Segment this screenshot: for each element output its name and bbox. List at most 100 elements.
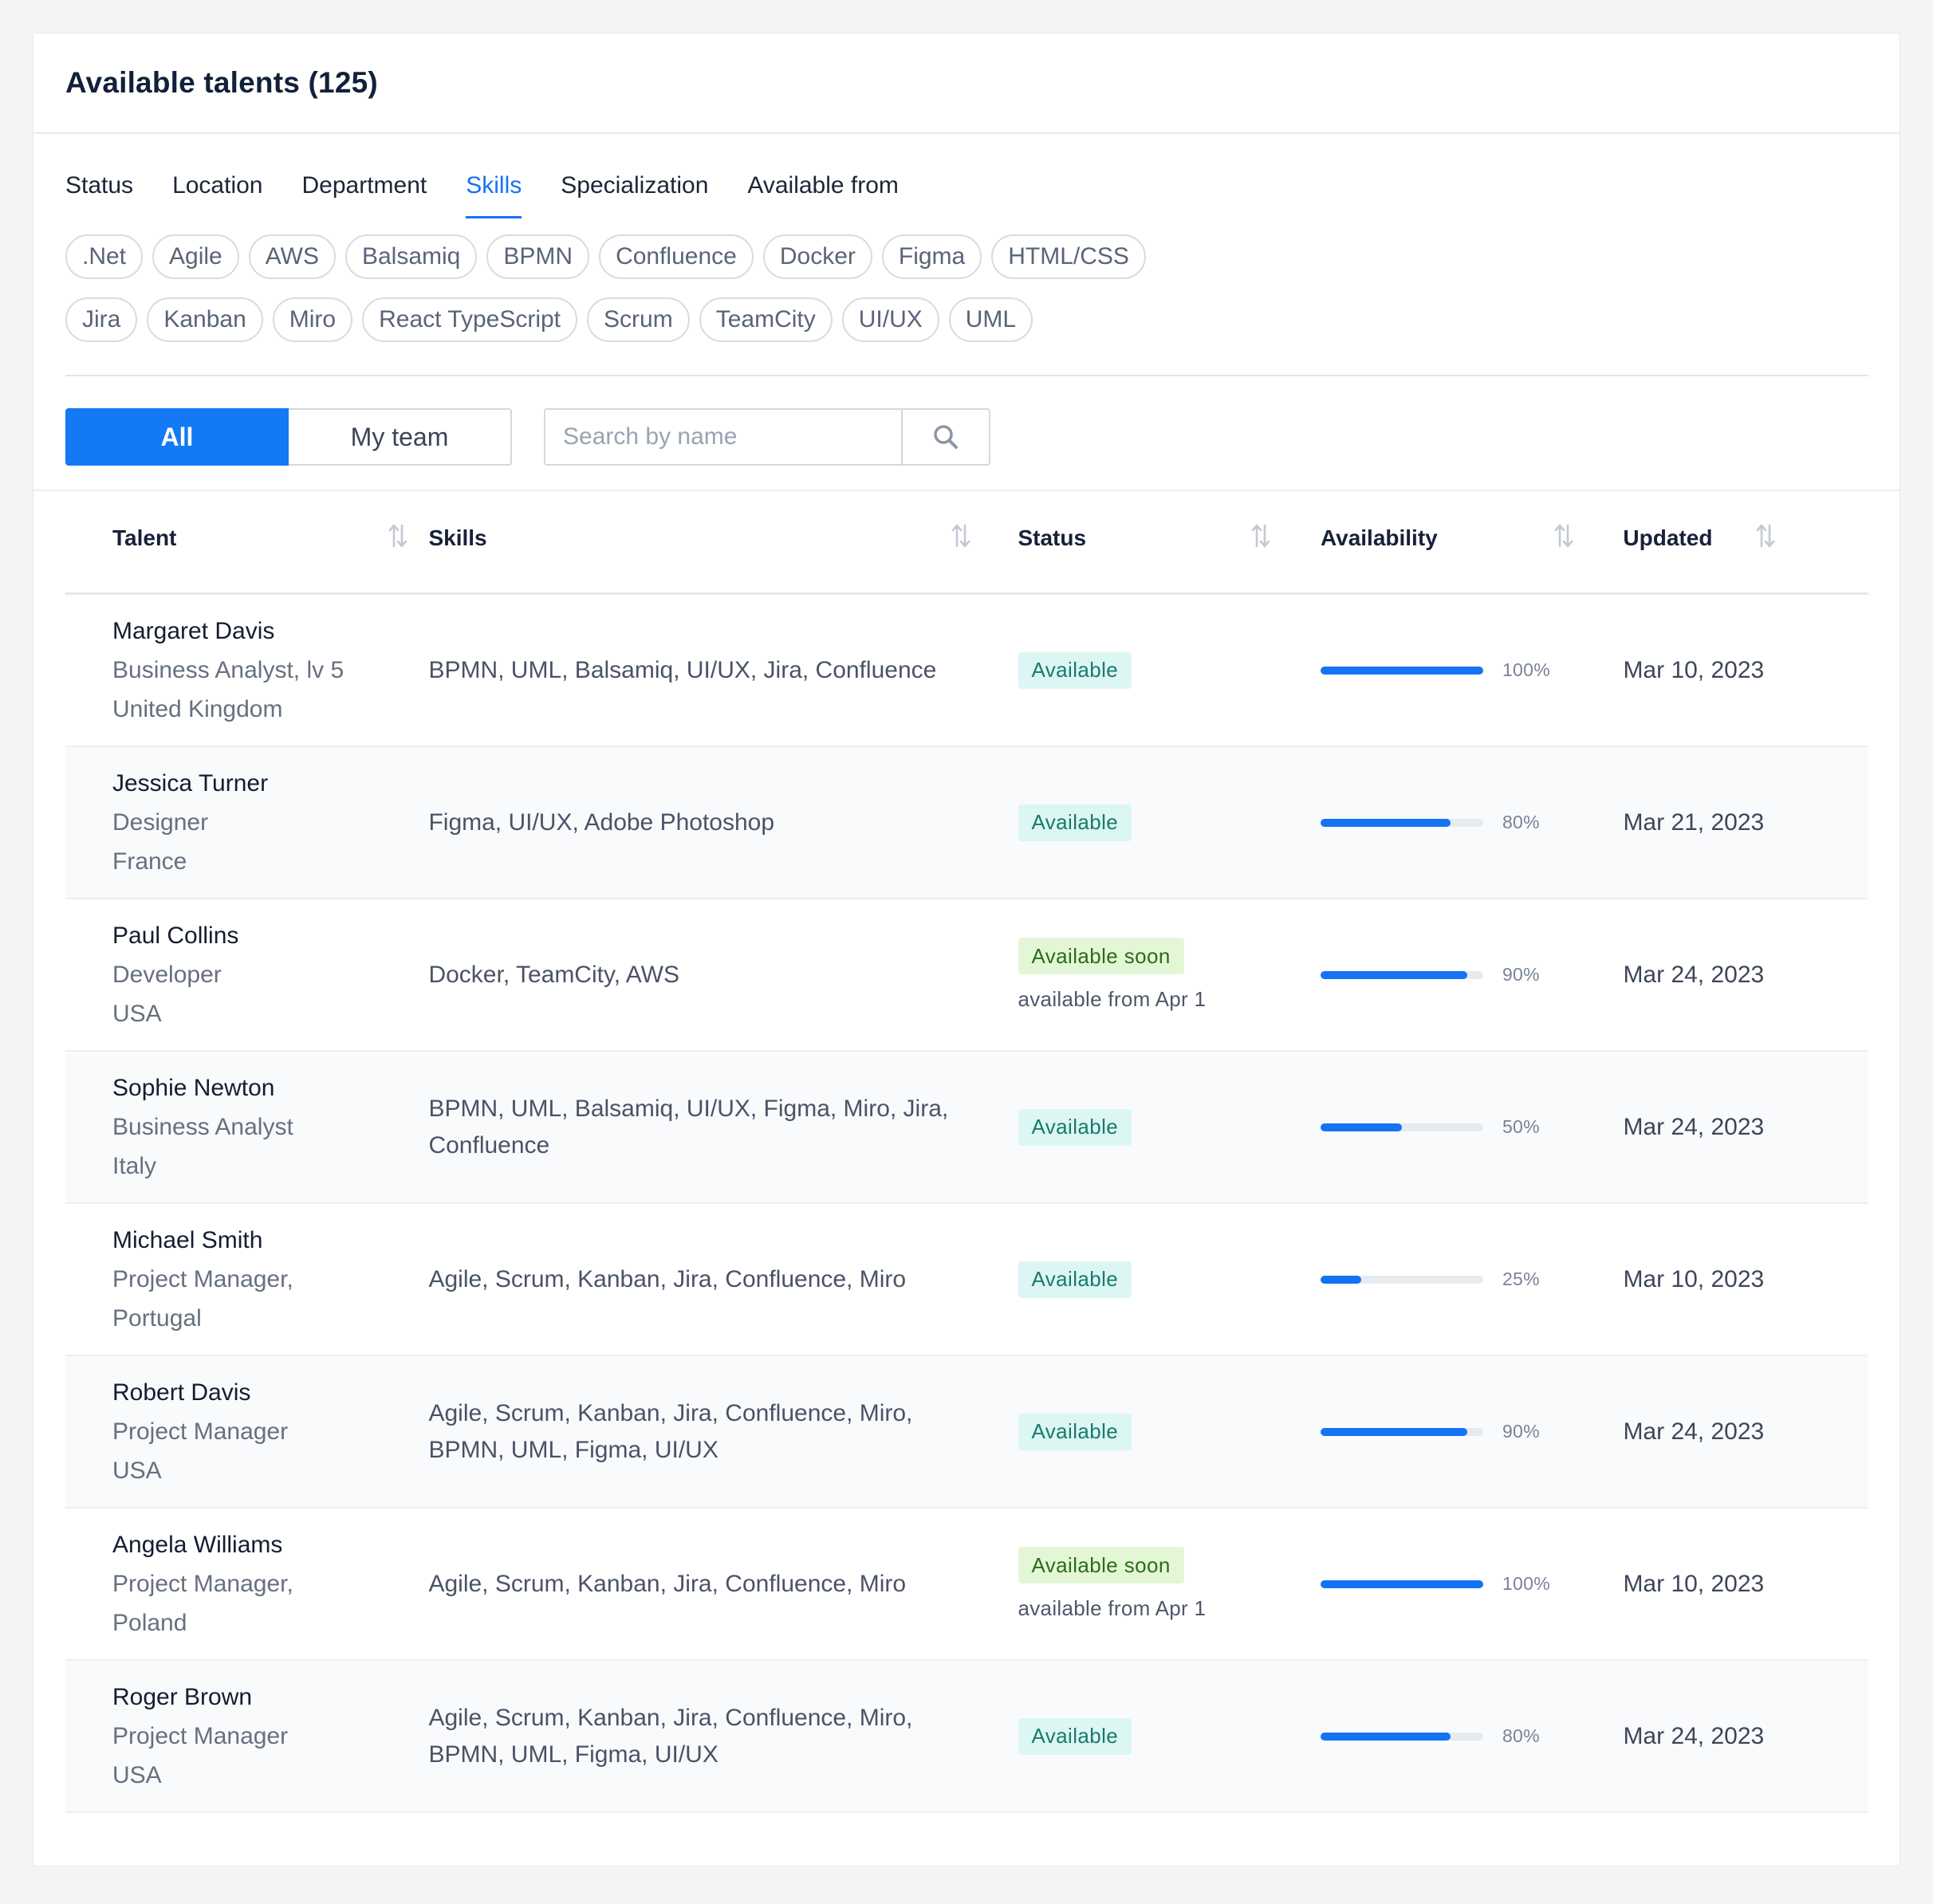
status-badge: Available (1018, 1717, 1132, 1755)
talent-name[interactable]: Roger Brown (112, 1683, 253, 1710)
skill-chip[interactable]: React TypeScript (362, 297, 578, 342)
skill-chip[interactable]: Jira (65, 297, 138, 342)
availability-bar (1320, 1123, 1483, 1131)
talent-name[interactable]: Michael Smith (112, 1226, 263, 1253)
talent-name[interactable]: Angela Williams (112, 1531, 283, 1558)
skill-chip[interactable]: Confluence (599, 234, 754, 279)
search-box (544, 408, 990, 466)
talent-country: Portugal (112, 1304, 202, 1332)
talent-cell: Angela Williams Project Manager, Poland (65, 1526, 428, 1642)
talent-name[interactable]: Sophie Newton (112, 1074, 275, 1101)
talent-role: Project Manager (112, 1722, 289, 1749)
status-badge: Available (1018, 1108, 1132, 1146)
availability-bar-fill (1320, 970, 1467, 979)
talents-table: Talent Skills Status Availability Update… (65, 491, 1868, 1813)
updated-date: Mar 24, 2023 (1623, 961, 1765, 988)
status-badge: Available (1018, 651, 1132, 689)
chip-row: Jira Kanban Miro React TypeScript Scrum … (65, 297, 1868, 342)
availability-bar (1320, 970, 1483, 979)
column-header-availability[interactable]: Availability (1321, 519, 1623, 592)
availability-bar-fill (1320, 1275, 1361, 1284)
talent-name[interactable]: Margaret Davis (112, 617, 275, 644)
column-header-skills[interactable]: Skills (428, 519, 1018, 592)
table-row[interactable]: Sophie Newton Business Analyst Italy BPM… (65, 1052, 1868, 1204)
table-row[interactable]: Paul Collins Developer USA Docker, TeamC… (65, 899, 1868, 1052)
status-cell: Available (1018, 1108, 1321, 1146)
skill-chip[interactable]: AWS (248, 234, 336, 279)
talent-name[interactable]: Robert Davis (112, 1379, 251, 1406)
sort-arrows-icon[interactable] (1553, 522, 1574, 549)
tab-available-from[interactable]: Available from (747, 172, 899, 199)
status-cell: Available (1018, 1717, 1321, 1755)
availability-cell: 25% (1320, 1269, 1623, 1290)
talent-name[interactable]: Paul Collins (112, 922, 239, 949)
skills-cell: Agile, Scrum, Kanban, Jira, Confluence, … (428, 1265, 907, 1292)
table-header: Talent Skills Status Availability Update… (65, 491, 1868, 595)
skill-chip[interactable]: Docker (762, 234, 872, 279)
status-badge: Available (1018, 1261, 1132, 1298)
skill-chip[interactable]: HTML/CSS (991, 234, 1146, 279)
talent-country: France (112, 848, 187, 875)
table-row[interactable]: Margaret Davis Business Analyst, lv 5 Un… (65, 595, 1868, 747)
tab-location[interactable]: Location (172, 172, 263, 199)
status-badge: Available soon (1018, 938, 1184, 974)
status-badge: Available (1018, 804, 1132, 841)
talent-cell: Paul Collins Developer USA (65, 917, 428, 1033)
table-row[interactable]: Jessica Turner Designer France Figma, UI… (65, 747, 1868, 899)
skills-cell: Agile, Scrum, Kanban, Jira, Confluence, … (428, 1704, 913, 1768)
talent-role: Project Manager, (112, 1265, 293, 1292)
my-team-button[interactable]: My team (289, 408, 512, 466)
tab-skills[interactable]: Skills (466, 172, 522, 218)
skill-chip[interactable]: Agile (152, 234, 239, 279)
talent-name[interactable]: Jessica Turner (112, 769, 269, 797)
column-header-talent[interactable]: Talent (65, 519, 428, 592)
status-cell: Available (1018, 651, 1321, 689)
table-row[interactable]: Roger Brown Project Manager USA Agile, S… (65, 1661, 1868, 1813)
all-button[interactable]: All (65, 408, 289, 466)
table-row[interactable]: Robert Davis Project Manager USA Agile, … (65, 1356, 1868, 1509)
sort-arrows-icon[interactable] (388, 522, 408, 549)
skill-chip[interactable]: Kanban (147, 297, 263, 342)
search-input[interactable] (544, 408, 901, 466)
sort-arrows-icon[interactable] (1250, 522, 1271, 549)
column-label: Updated (1623, 525, 1713, 550)
talent-role: Project Manager, (112, 1570, 293, 1597)
talent-country: USA (112, 1457, 162, 1484)
skill-chip[interactable]: TeamCity (699, 297, 833, 342)
skill-chip[interactable]: Balsamiq (344, 234, 478, 279)
sort-arrows-icon[interactable] (951, 522, 971, 549)
availability-bar-fill (1320, 666, 1483, 675)
skill-chip[interactable]: Miro (272, 297, 353, 342)
tab-status[interactable]: Status (65, 172, 134, 199)
column-header-status[interactable]: Status (1018, 519, 1320, 592)
availability-cell: 80% (1320, 812, 1623, 833)
skills-cell: BPMN, UML, Balsamiq, UI/UX, Figma, Miro,… (428, 1095, 949, 1159)
search-button[interactable] (901, 408, 990, 466)
status-badge: Available (1018, 1413, 1132, 1450)
tab-department[interactable]: Department (301, 172, 427, 199)
skill-chip[interactable]: .Net (65, 234, 144, 279)
table-row[interactable]: Angela Williams Project Manager, Poland … (65, 1509, 1868, 1661)
availability-percent: 100% (1502, 1573, 1550, 1594)
skill-chip[interactable]: UI/UX (841, 297, 939, 342)
search-icon (934, 425, 958, 449)
skill-chip[interactable]: BPMN (486, 234, 590, 279)
talent-role: Business Analyst (112, 1113, 293, 1140)
availability-bar (1320, 1427, 1483, 1436)
skill-chip[interactable]: UML (948, 297, 1033, 342)
sort-arrows-icon[interactable] (1755, 522, 1776, 549)
skill-chip[interactable]: Scrum (587, 297, 690, 342)
column-label: Talent (112, 525, 177, 550)
talent-country: Italy (112, 1152, 157, 1179)
status-badge: Available soon (1018, 1547, 1184, 1583)
filters-divider (65, 375, 1868, 376)
skill-chip[interactable]: Figma (881, 234, 982, 279)
tab-specialization[interactable]: Specialization (561, 172, 709, 199)
skills-cell: BPMN, UML, Balsamiq, UI/UX, Jira, Conflu… (428, 656, 937, 683)
availability-bar (1320, 1275, 1483, 1284)
column-header-updated[interactable]: Updated (1623, 519, 1868, 592)
table-row[interactable]: Michael Smith Project Manager, Portugal … (65, 1204, 1868, 1356)
status-cell: Available (1018, 1261, 1321, 1298)
availability-bar-fill (1320, 1123, 1402, 1131)
talents-card: Available talents (125) Status Location … (33, 33, 1900, 1867)
